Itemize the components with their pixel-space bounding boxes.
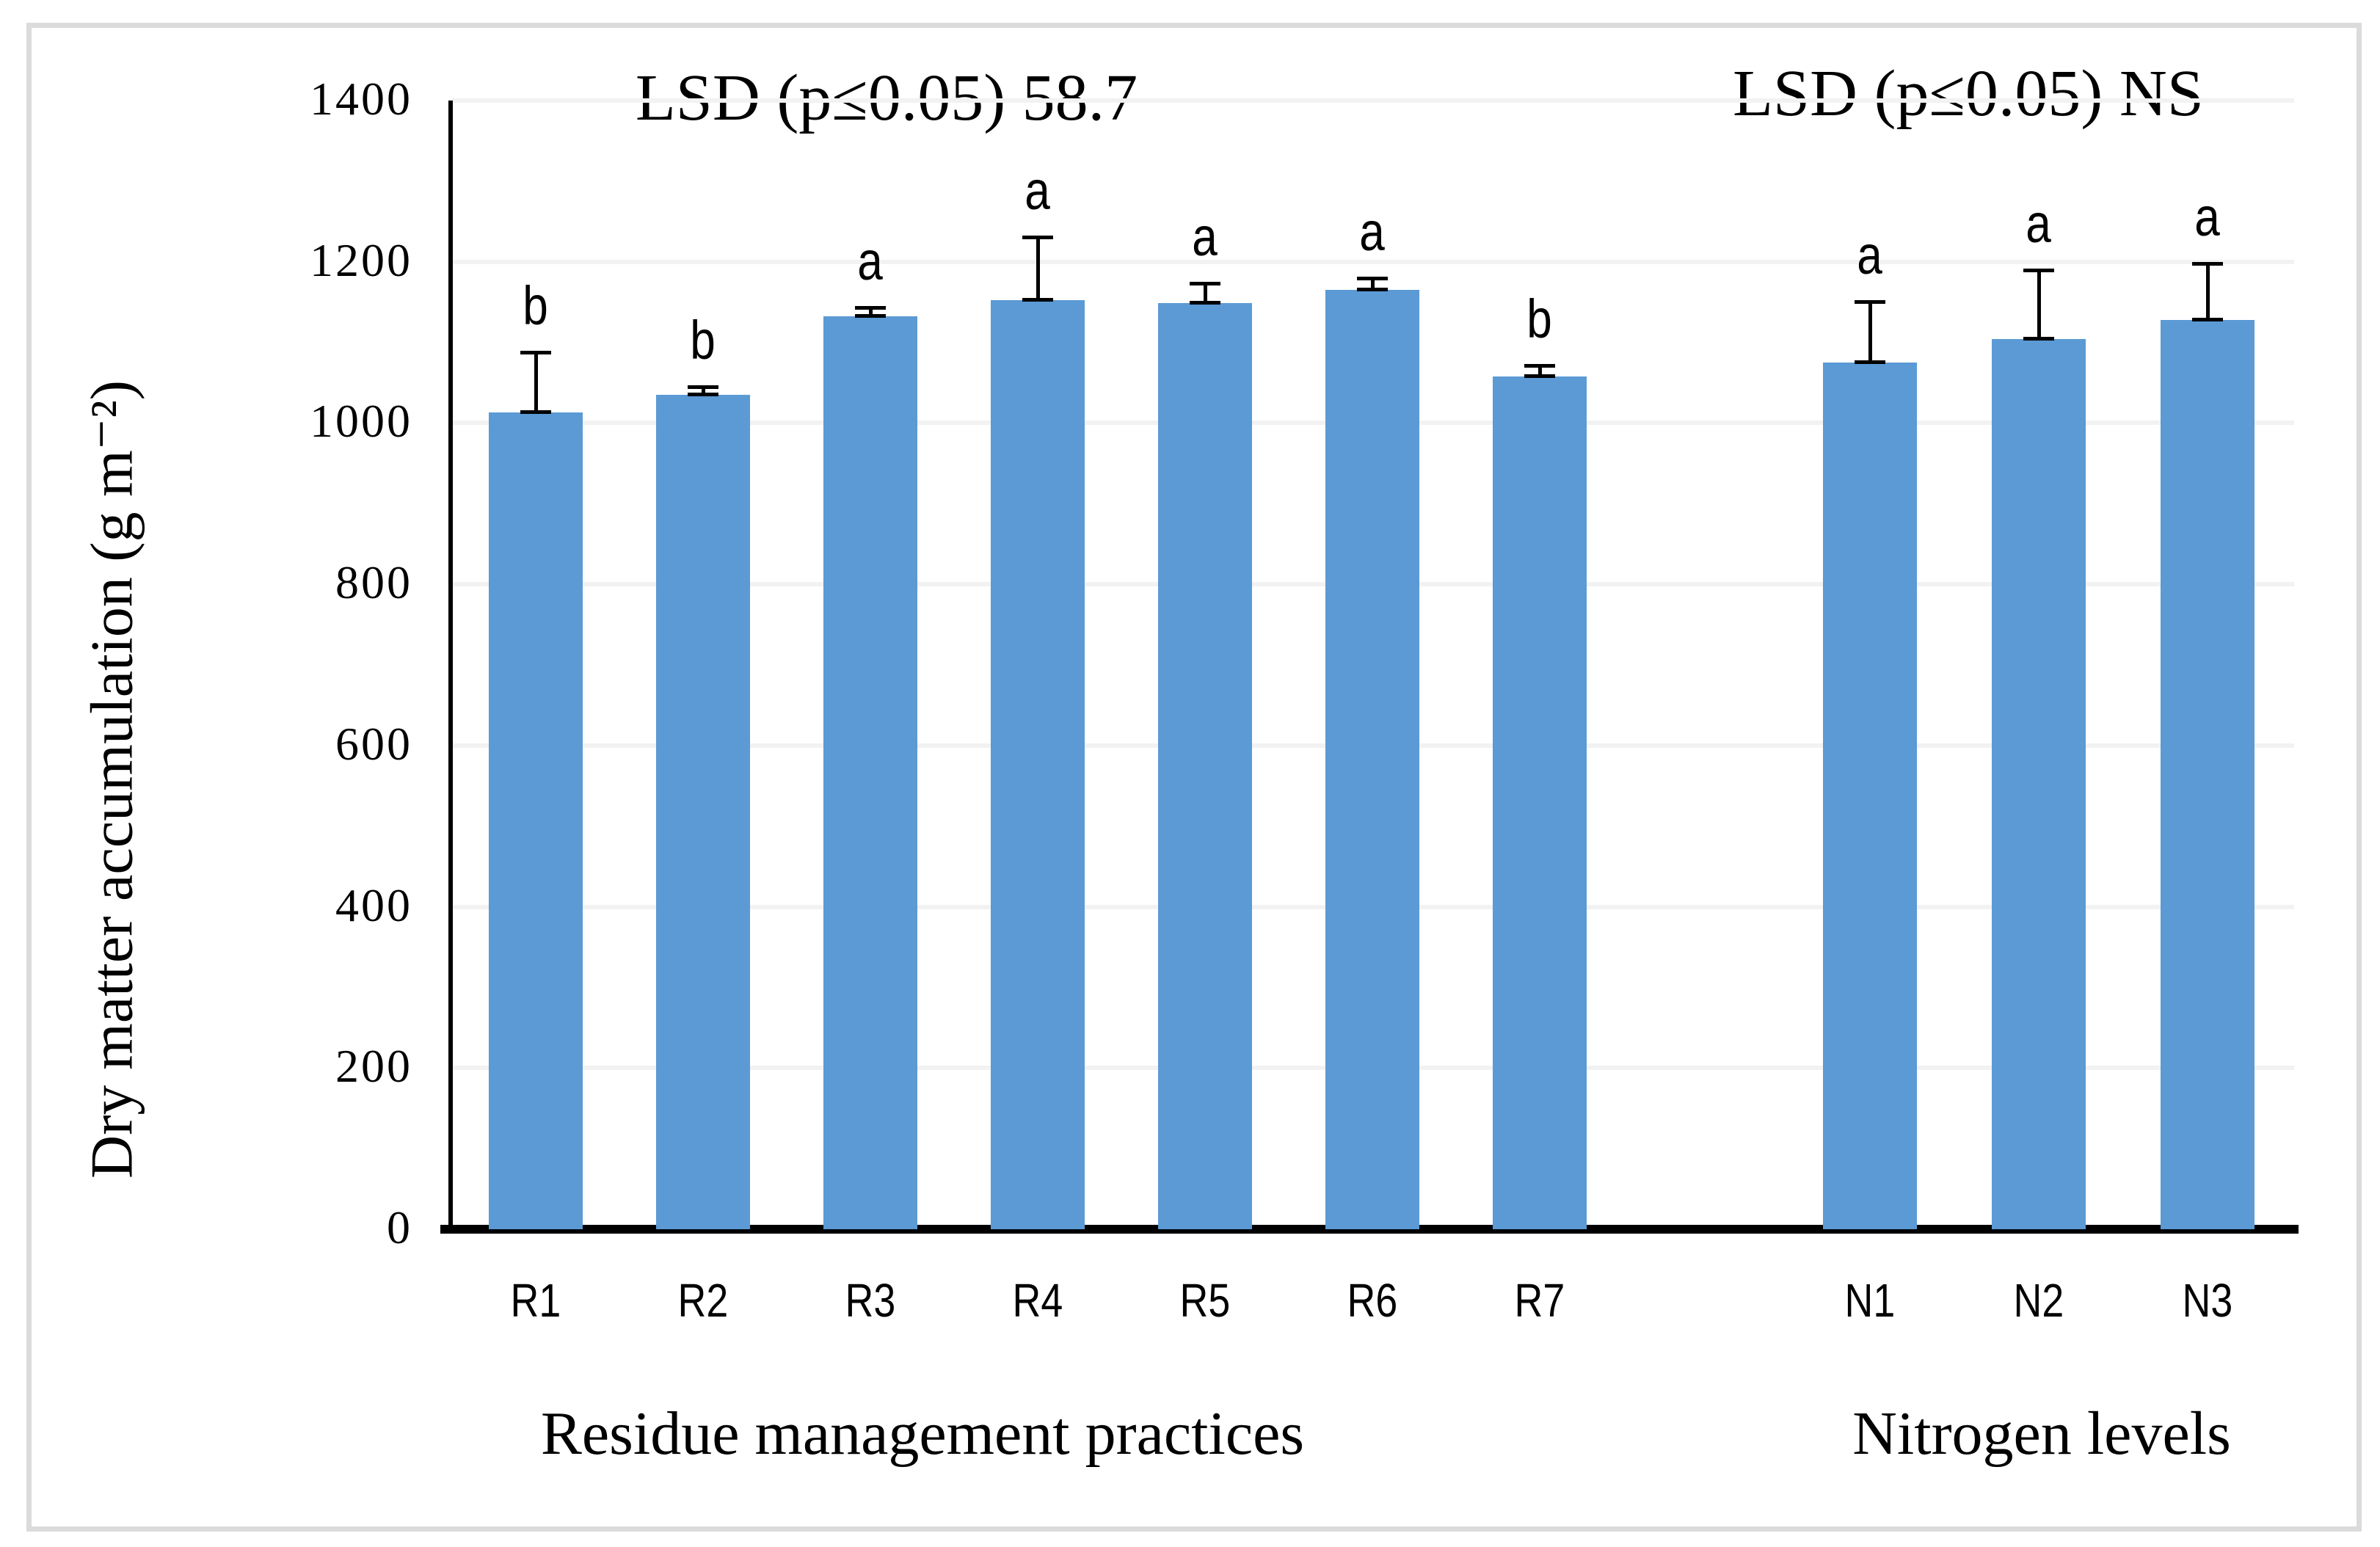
y-axis-line [448,101,453,1233]
gridline-1200 [451,260,2294,264]
error-bar-bottom-cap-N2 [2023,337,2054,341]
error-bar-bottom-cap-R6 [1357,288,1388,291]
error-bar-top-cap-R3 [855,306,886,310]
error-bar-top-cap-R5 [1190,282,1220,285]
figure-border [26,23,2362,1532]
error-bar-R4 [1036,237,1040,300]
error-bar-bottom-cap-R1 [520,410,551,414]
x-tick-label-R6: R6 [1347,1274,1398,1327]
bar-R5 [1158,303,1252,1229]
error-bar-R6 [1371,278,1375,290]
x-tick-label-N2: N2 [2013,1274,2064,1327]
error-bar-bottom-cap-N3 [2192,318,2223,321]
y-tick-label: 1400 [310,73,412,125]
error-bar-bottom-cap-R5 [1190,301,1220,305]
sig-letter-R3: a [857,230,884,291]
error-bar-top-cap-R7 [1524,364,1555,368]
y-tick-label: 400 [335,879,412,931]
bar-R2 [656,395,750,1229]
x-tick-label-R1: R1 [510,1274,561,1327]
y-tick-label: 200 [335,1040,412,1092]
x-group-title-nitrogen: Nitrogen levels [1852,1399,2231,1468]
y-tick-label: 1200 [310,234,412,286]
bar-R6 [1325,290,1419,1229]
x-group-title-residue: Residue management practices [540,1399,1305,1468]
error-bar-R1 [534,352,538,412]
error-bar-R3 [869,307,873,316]
y-tick-label: 0 [387,1201,412,1253]
error-bar-N2 [2037,270,2041,339]
error-bar-top-cap-R2 [688,385,718,389]
sig-letter-R1: b [523,275,549,336]
sig-letter-R2: b [690,310,716,371]
error-bar-R5 [1204,283,1207,303]
sig-letter-N1: a [1857,225,1883,285]
error-bar-R7 [1538,365,1542,376]
bar-R7 [1493,376,1587,1229]
error-bar-top-cap-R1 [520,351,551,354]
x-tick-label-R4: R4 [1012,1274,1063,1327]
error-bar-bottom-cap-N1 [1855,360,1885,364]
error-bar-N1 [1868,302,1872,363]
y-tick-label: 1000 [310,395,412,447]
error-bar-top-cap-R4 [1022,236,1053,239]
bar-N2 [1992,339,2086,1229]
y-tick-label: 800 [335,556,412,608]
y-axis-title: Dry matter accumulation (g m⁻²) [78,380,145,1179]
sig-letter-N3: a [2194,186,2221,247]
x-tick-label-N1: N1 [1844,1274,1896,1327]
bar-R4 [991,300,1085,1229]
x-tick-label-R3: R3 [845,1274,896,1327]
error-bar-bottom-cap-R4 [1022,298,1053,302]
x-tick-label-N3: N3 [2182,1274,2233,1327]
sig-letter-R7: b [1526,288,1553,349]
error-bar-N3 [2206,263,2210,320]
lsd-annotation-residue: LSD (p≤0.05) 58.7 [635,62,1138,134]
error-bar-top-cap-N2 [2023,269,2054,272]
error-bar-bottom-cap-R3 [855,314,886,318]
y-tick-label: 600 [335,718,412,770]
error-bar-top-cap-N1 [1855,300,1885,304]
lsd-annotation-nitrogen: LSD (p≤0.05) NS [1733,57,2204,130]
error-bar-R2 [702,387,705,395]
sig-letter-R6: a [1359,201,1386,262]
x-tick-label-R5: R5 [1179,1274,1231,1327]
sig-letter-R4: a [1025,160,1051,221]
gridline-1400 [451,98,2294,103]
error-bar-bottom-cap-R7 [1524,374,1555,378]
sig-letter-N2: a [2026,193,2052,254]
bar-N1 [1823,363,1917,1229]
x-tick-label-R7: R7 [1514,1274,1565,1327]
bar-R1 [489,412,583,1229]
bar-R3 [823,316,917,1229]
bar-N3 [2161,320,2255,1229]
sig-letter-R5: a [1192,206,1218,267]
error-bar-top-cap-R6 [1357,277,1388,280]
error-bar-bottom-cap-R2 [688,393,718,396]
x-tick-label-R2: R2 [677,1274,729,1327]
error-bar-top-cap-N3 [2192,262,2223,266]
